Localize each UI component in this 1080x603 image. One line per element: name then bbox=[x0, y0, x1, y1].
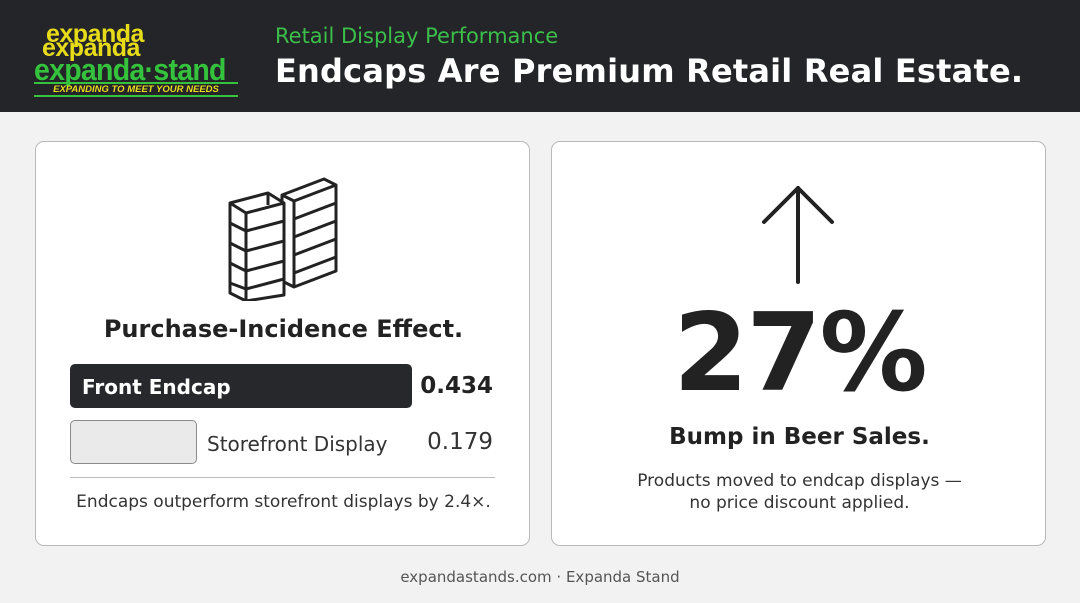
chart-card: Purchase-Incidence Effect. Front Endcap … bbox=[35, 141, 530, 546]
logo-word-3: expanda·stand bbox=[34, 52, 226, 87]
chart-title: Purchase-Incidence Effect. bbox=[103, 315, 464, 343]
arrow-up-icon bbox=[762, 186, 834, 284]
bar-value-front-endcap: 0.434 bbox=[420, 373, 493, 399]
brand-logo[interactable]: expanda expanda expanda·stand EXPANDING … bbox=[30, 20, 245, 97]
logo-word-2: expanda bbox=[42, 34, 140, 62]
page-header: expanda expanda expanda·stand EXPANDING … bbox=[0, 0, 1080, 112]
stat-note-line-2: no price discount applied. bbox=[689, 493, 910, 513]
header-eyebrow: Retail Display Performance bbox=[275, 24, 559, 48]
stat-value: 27% bbox=[673, 291, 928, 416]
stat-card: 27% Bump in Beer Sales. Products moved t… bbox=[551, 141, 1046, 546]
retail-shelving-icon bbox=[228, 177, 338, 301]
stat-note-line-1: Products moved to endcap displays — bbox=[637, 471, 962, 491]
bar-label-front-endcap: Front Endcap bbox=[82, 375, 231, 399]
chart-footnote: Endcaps outperform storefront displays b… bbox=[76, 492, 491, 512]
stat-note: Products moved to endcap displays — no p… bbox=[552, 470, 1047, 514]
page-footer: expandastands.com · Expanda Stand bbox=[400, 568, 680, 586]
stat-label: Bump in Beer Sales. bbox=[669, 424, 930, 450]
bar-storefront-display bbox=[70, 420, 197, 464]
bar-value-storefront-display: 0.179 bbox=[427, 429, 493, 455]
bar-label-storefront-display: Storefront Display bbox=[207, 432, 388, 456]
logo-word-1: expanda bbox=[46, 20, 144, 48]
page-title: Endcaps Are Premium Retail Real Estate. bbox=[275, 52, 1024, 90]
chart-divider bbox=[70, 477, 495, 478]
bar-front-endcap bbox=[70, 364, 412, 408]
logo-tagline: EXPANDING TO MEET YOUR NEEDS bbox=[34, 82, 238, 97]
